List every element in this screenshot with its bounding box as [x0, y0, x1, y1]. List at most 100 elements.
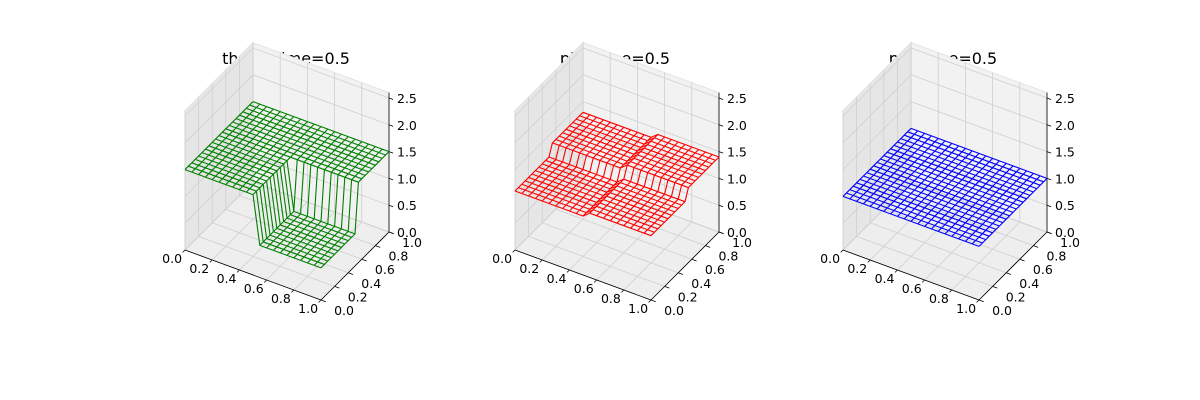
wire-line	[548, 124, 618, 204]
x-tick-label: 1.0	[956, 301, 976, 316]
z-tick-label: 2.5	[727, 91, 747, 106]
gridline	[897, 195, 1034, 246]
x-tick-label: 0.4	[547, 271, 567, 286]
wire-line	[313, 148, 383, 266]
gridline	[582, 47, 720, 99]
wire-line	[863, 135, 932, 205]
y-tick-label: 0.6	[705, 262, 725, 277]
wire-line	[307, 146, 376, 264]
wire-line	[211, 111, 281, 180]
wire-line	[569, 131, 638, 212]
x-tick-label: 0.0	[162, 251, 182, 266]
wire-line	[535, 119, 604, 199]
x-tick-label: 0.4	[217, 271, 237, 286]
gridline	[184, 47, 254, 117]
y-tick-mark	[1019, 258, 1025, 262]
wire-line	[273, 133, 342, 251]
y-tick-label: 0.2	[1006, 289, 1026, 304]
wire-line	[293, 141, 363, 259]
wire-line	[239, 121, 308, 190]
x-tick-label: 0.2	[519, 261, 539, 276]
wire-line	[582, 136, 652, 217]
x-tick-mark	[949, 289, 953, 293]
y-axis-line	[978, 231, 1048, 301]
y-tick-label: 0.0	[992, 303, 1012, 318]
x-tick-label: 0.8	[929, 291, 949, 306]
z-tick-label: 1.5	[1055, 145, 1075, 160]
y-tick-mark	[1006, 272, 1012, 275]
x-tick-label: 0.0	[820, 251, 840, 266]
wire-line	[514, 111, 584, 192]
gridline	[910, 47, 1048, 99]
x-tick-mark	[921, 279, 925, 283]
y-tick-mark	[361, 258, 367, 262]
wire-line	[521, 114, 591, 194]
wire-line	[849, 130, 919, 200]
z-tick-label: 2.0	[397, 118, 417, 133]
wire-line	[555, 126, 625, 207]
x-tick-label: 0.6	[244, 281, 264, 296]
wire-line	[218, 113, 288, 183]
x-tick-label: 0.6	[574, 281, 594, 296]
gridline	[184, 74, 254, 144]
wire-line	[191, 103, 261, 173]
gridline	[910, 154, 1048, 206]
y-axis-line	[650, 231, 720, 301]
z-tick-label: 2.5	[397, 91, 417, 106]
y-tick-label: 0.6	[1033, 262, 1053, 277]
x-tick-mark	[236, 269, 240, 273]
wire-line	[931, 160, 1000, 230]
z-tick-mark	[1046, 151, 1052, 154]
wire-line	[528, 116, 597, 197]
wire-line	[603, 139, 672, 219]
wire-line	[623, 146, 693, 227]
y-tick-mark	[978, 299, 984, 303]
gridline	[514, 74, 584, 144]
wire-line	[279, 136, 349, 254]
surface-wireframe	[842, 127, 1048, 247]
wire-line	[903, 150, 973, 220]
gridline	[514, 101, 584, 170]
y-tick-mark	[348, 272, 354, 275]
z-tick-label: 2.5	[1055, 91, 1075, 106]
y-tick-label: 0.4	[1019, 276, 1039, 291]
subplot-phi: phi: time=0.5 0.00.20.40.60.81.00.00.20.…	[492, 41, 752, 318]
gridline	[211, 191, 281, 261]
y-tick-label: 0.0	[334, 303, 354, 318]
wire-line	[232, 118, 301, 188]
x-tick-label: 0.2	[189, 261, 209, 276]
z-tick-label: 1.0	[727, 171, 747, 186]
y-tick-label: 1.0	[402, 235, 422, 250]
x-tick-label: 0.6	[902, 281, 922, 296]
y-tick-label: 0.8	[718, 249, 738, 264]
wire-line	[300, 143, 369, 261]
z-tick-mark	[388, 97, 394, 100]
wire-line	[876, 140, 946, 210]
z-tick-label: 2.0	[727, 118, 747, 133]
gridline	[924, 211, 993, 281]
z-tick-mark	[388, 231, 394, 234]
gridline	[842, 47, 912, 117]
z-tick-label: 0.5	[727, 198, 747, 213]
x-tick-mark	[539, 259, 543, 263]
x-tick-mark	[512, 249, 516, 253]
wire-line	[897, 148, 966, 217]
z-tick-mark	[1046, 204, 1052, 208]
z-tick-mark	[1046, 97, 1052, 100]
wire-line	[320, 151, 390, 269]
wire-line	[541, 121, 611, 202]
wire-line	[944, 165, 1014, 235]
gridline	[623, 221, 693, 291]
y-tick-mark	[992, 286, 998, 289]
wire-line	[252, 126, 322, 195]
x-tick-mark	[840, 249, 844, 253]
wire-line	[910, 153, 980, 222]
wire-line	[842, 128, 912, 197]
wire-line	[951, 168, 1021, 237]
x-tick-mark	[566, 269, 570, 273]
gridline	[542, 222, 679, 274]
z-tick-mark	[718, 231, 724, 234]
gridline	[910, 101, 1048, 152]
gridline	[883, 208, 1020, 260]
